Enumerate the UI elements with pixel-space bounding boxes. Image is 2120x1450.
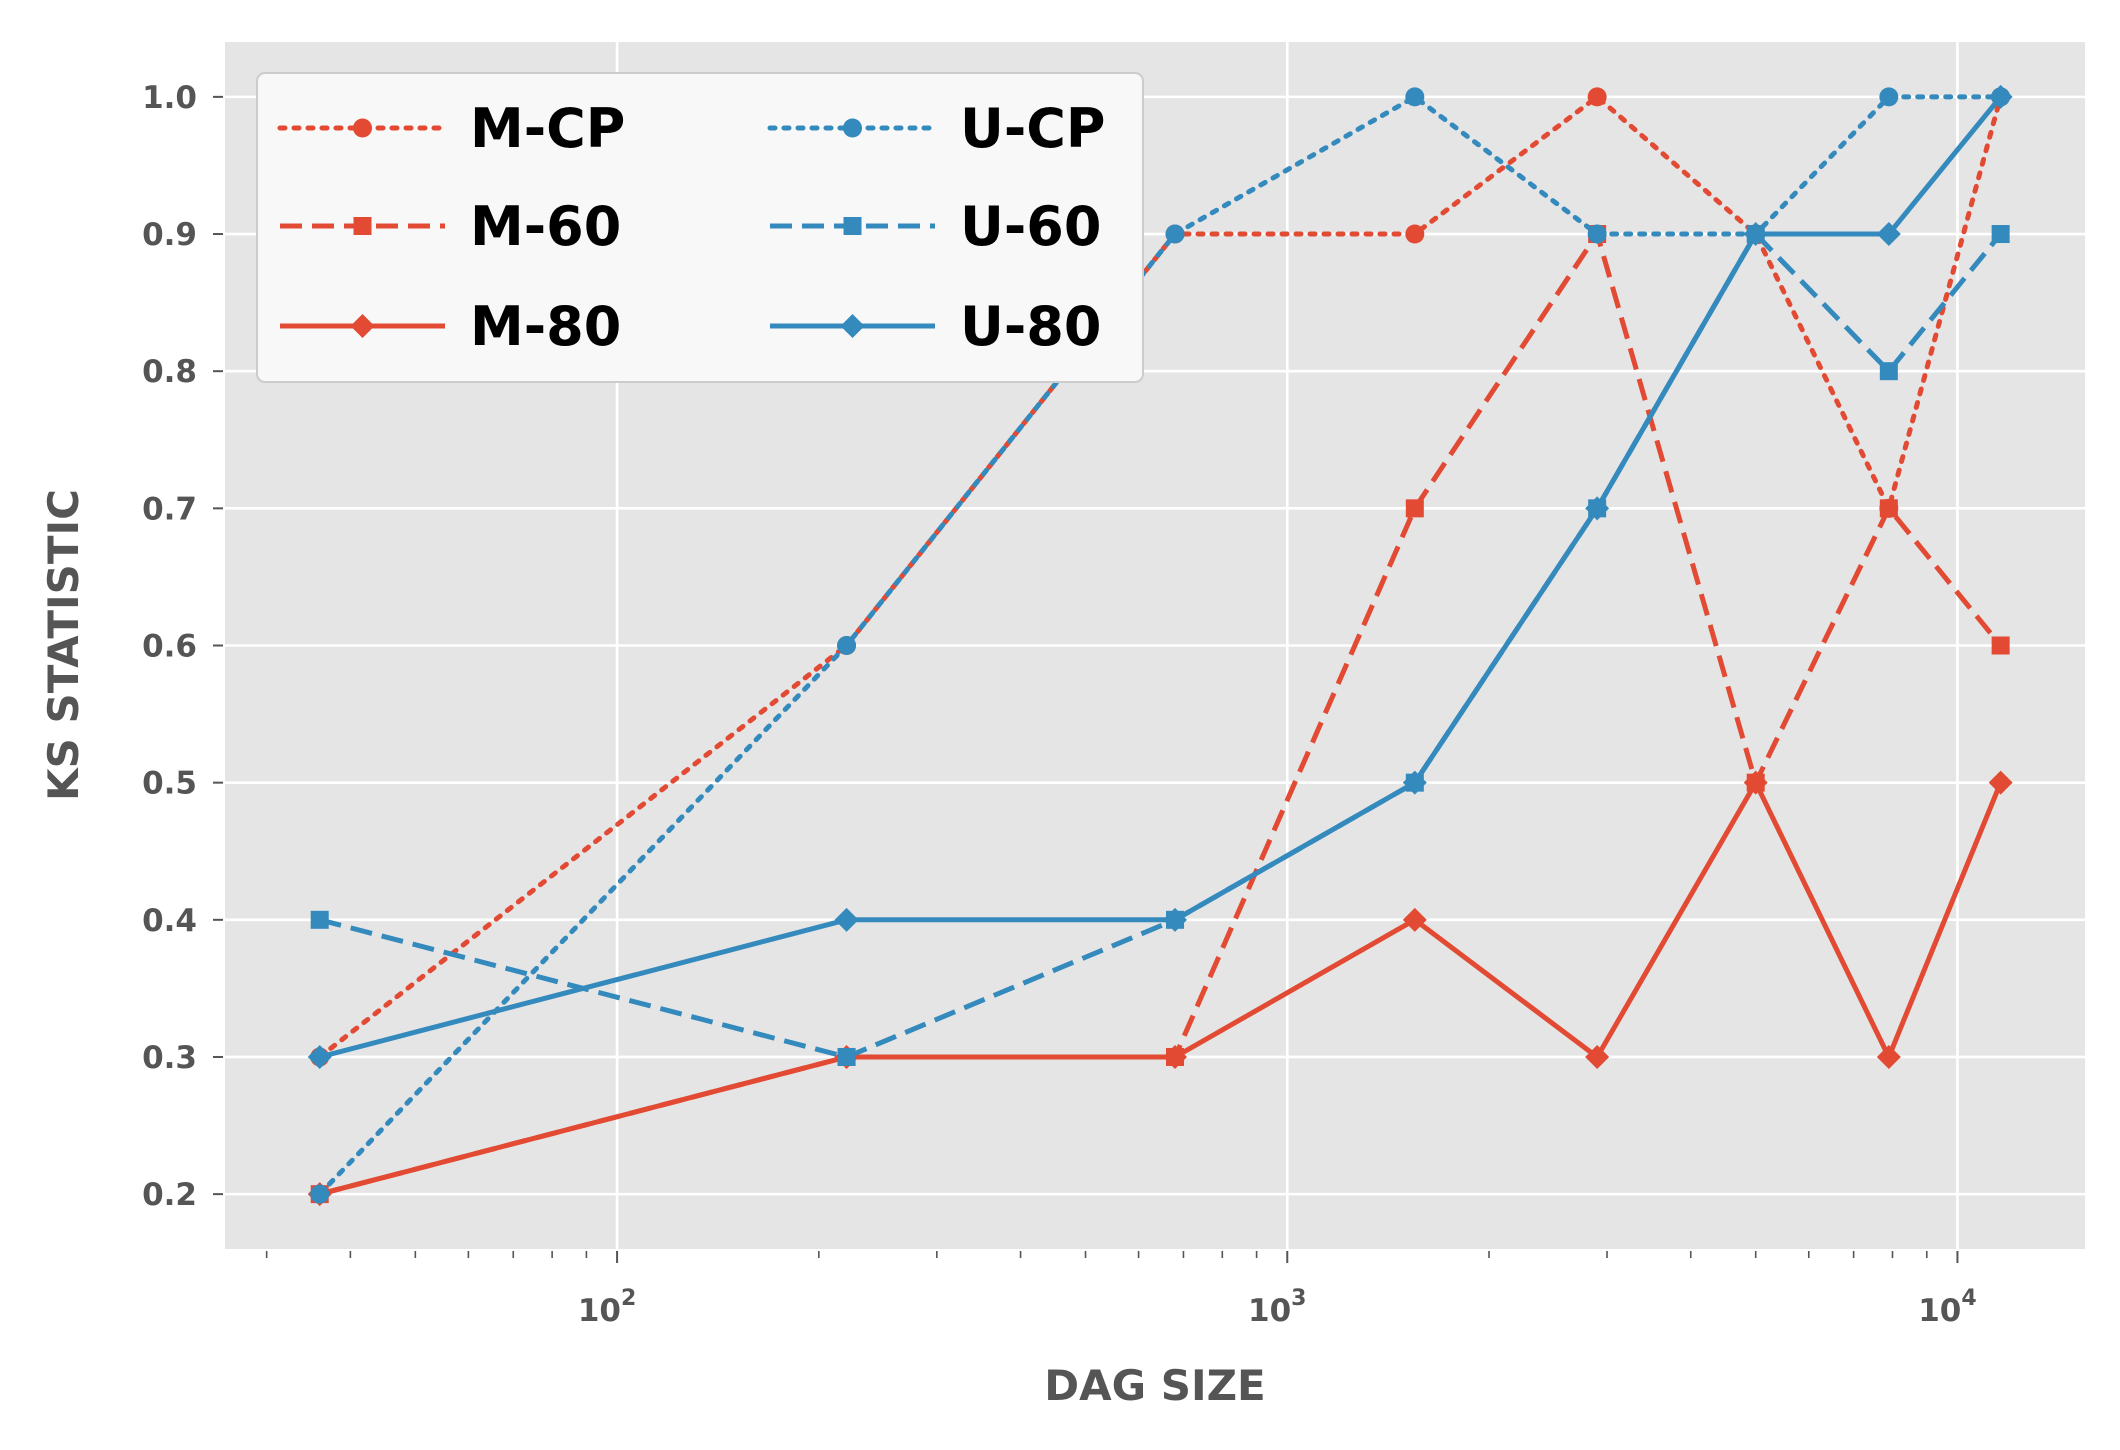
data-point (1402, 770, 1427, 795)
data-point (1402, 907, 1427, 932)
data-point (1405, 224, 1425, 244)
data-point (310, 1184, 330, 1204)
legend-marker (353, 217, 372, 235)
legend-marker (843, 118, 862, 138)
y-axis-label: KS STATISTIC (39, 489, 88, 801)
y-tick-label: 0.4 (142, 903, 197, 939)
legend-item-u-80: U-80 (770, 295, 1101, 358)
data-point (1879, 362, 1898, 381)
data-point (1405, 499, 1424, 518)
y-tick-label: 0.7 (142, 491, 197, 527)
data-point (1988, 770, 2013, 795)
data-point (1876, 222, 1901, 247)
legend-marker (843, 217, 862, 235)
legend-label: M-CP (470, 97, 625, 160)
series-layer (307, 84, 2013, 1207)
legend-item-u-cp: U-CP (767, 97, 1105, 160)
legend-label: U-CP (960, 97, 1105, 160)
data-point (1585, 496, 1610, 521)
data-point (1879, 499, 1898, 518)
legend-label: M-80 (470, 295, 621, 358)
legend-item-m-cp: M-CP (277, 97, 625, 160)
y-tick-label: 1.0 (142, 80, 197, 116)
data-point (1879, 87, 1899, 107)
data-point (1988, 84, 2013, 109)
data-point (1587, 224, 1607, 244)
legend-item-m-60: M-60 (280, 195, 621, 258)
data-point (1165, 224, 1185, 244)
legend-marker (350, 314, 375, 338)
y-tick-label: 0.8 (142, 354, 197, 390)
data-point (1876, 1044, 1901, 1069)
x-axis-label: DAG SIZE (1044, 1361, 1265, 1410)
series-line (317, 94, 2004, 1060)
legend: M-CP M-60 M-80 U-CP U-60 U-80 (256, 72, 1144, 383)
x-tick-label: 104 (1918, 1286, 1976, 1329)
data-point (1991, 636, 2010, 655)
data-point (307, 1044, 332, 1069)
x-tick-label: 103 (1248, 1286, 1306, 1329)
data-point (1743, 222, 1768, 247)
legend-item-u-60: U-60 (770, 195, 1101, 258)
y-tick-label: 0.5 (142, 766, 197, 802)
data-point (1163, 1044, 1188, 1069)
series-line (319, 231, 2003, 1197)
legend-label: U-80 (960, 295, 1101, 358)
y-tick-label: 0.9 (142, 217, 197, 253)
data-point (1991, 225, 2010, 244)
data-point (1405, 87, 1425, 107)
data-point (837, 1047, 856, 1066)
data-point (834, 907, 859, 932)
legend-marker (353, 118, 372, 138)
legend-label: M-60 (470, 195, 621, 258)
data-point (837, 636, 857, 655)
y-tick-label: 0.6 (142, 629, 197, 665)
data-point (1585, 1044, 1610, 1069)
data-point (1587, 87, 1607, 107)
series-line (319, 780, 2003, 1197)
legend-item-m-80: M-80 (280, 295, 621, 358)
x-tick-label: 102 (578, 1286, 636, 1329)
legend-label: U-60 (960, 195, 1101, 258)
series-u-80 (307, 84, 2013, 1069)
series-m-80 (307, 770, 2013, 1207)
series-line (319, 95, 2003, 1060)
y-tick-label: 0.2 (142, 1177, 197, 1213)
data-point (310, 910, 329, 929)
legend-marker (840, 314, 865, 338)
data-point (1163, 907, 1188, 932)
y-axis-ticks: 0.2 0.3 0.4 0.5 0.6 0.7 0.8 0.9 1.0 (142, 80, 223, 1213)
data-point (1743, 770, 1768, 795)
x-axis-ticks: 102 103 104 (265, 1251, 1977, 1329)
legend-box (256, 72, 1144, 383)
y-tick-label: 0.3 (142, 1040, 197, 1076)
